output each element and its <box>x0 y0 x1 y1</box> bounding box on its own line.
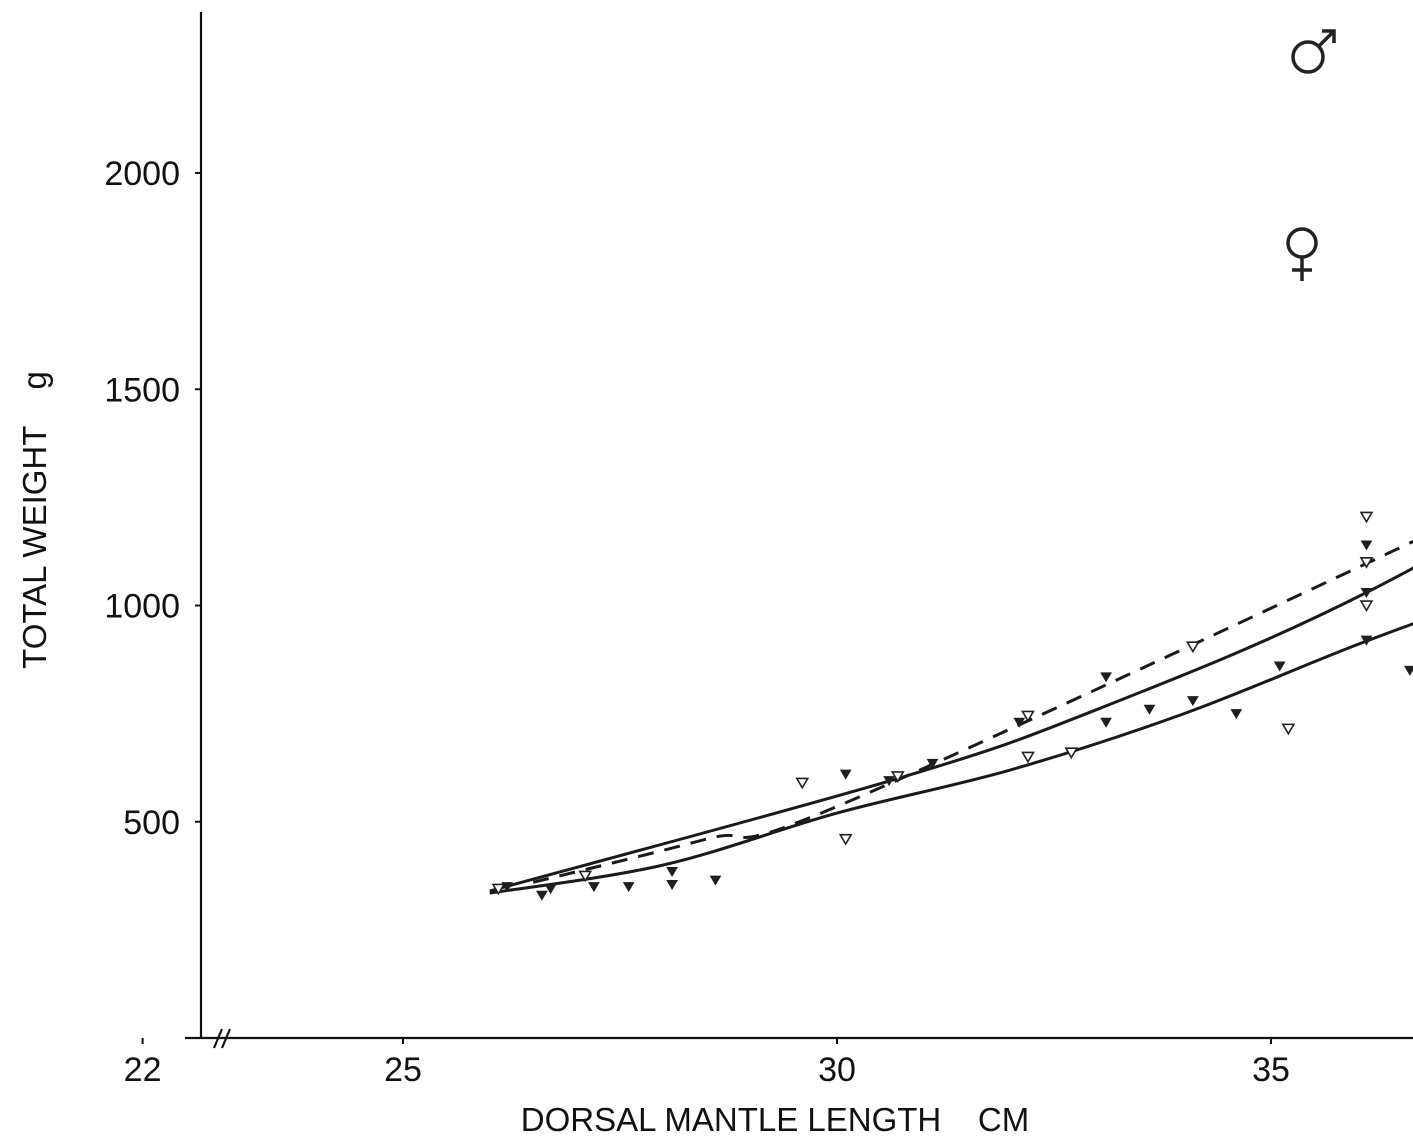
male-data-point <box>1064 747 1079 760</box>
y-tick-label: 500 <box>123 804 180 842</box>
male-data-point <box>1281 723 1296 736</box>
male-data-point <box>838 833 853 846</box>
female-data-point <box>1013 717 1026 728</box>
female-data-point <box>501 882 514 893</box>
axis-break-mark <box>220 1028 232 1049</box>
female-data-point <box>1230 709 1243 720</box>
female-data-point <box>709 875 722 886</box>
female-data-point <box>1404 665 1413 676</box>
female-data-point <box>536 890 548 901</box>
female-data-point <box>1100 717 1112 728</box>
fit-curve-male-solid <box>489 566 1413 893</box>
male-data-point <box>890 771 905 783</box>
x-tick-label: 25 <box>384 1051 422 1089</box>
male-data-point <box>1021 710 1035 723</box>
y-tick-label: 2000 <box>104 155 180 193</box>
male-data-point <box>1359 600 1374 613</box>
x-ticks: 222530354045 <box>124 1038 1290 1089</box>
female-data-point <box>1100 672 1112 683</box>
female-data-point <box>666 879 678 890</box>
female-data-point <box>622 882 635 893</box>
fit-curve-female-solid <box>489 622 1413 895</box>
female-data-point <box>883 776 895 787</box>
female-data-point <box>926 758 939 769</box>
female-data-point <box>544 884 557 895</box>
x-tick-label: 30 <box>818 1051 856 1089</box>
female-data-point <box>1360 540 1373 551</box>
male-data-point <box>1021 751 1035 764</box>
y-tick-label: 1000 <box>104 588 180 626</box>
x-tick-label: 35 <box>1252 1051 1290 1089</box>
y-tick-label: 1500 <box>104 371 180 409</box>
female-data-point <box>666 866 678 877</box>
fit-curve-male-dashed <box>532 539 1413 884</box>
female-data-point <box>1273 661 1286 672</box>
male-data-point <box>795 777 810 790</box>
female-data-point <box>1187 696 1199 707</box>
male-symbol <box>1291 29 1336 74</box>
female-data-point <box>588 882 600 893</box>
male-data-point <box>491 883 506 896</box>
sex-symbols <box>1286 29 1336 281</box>
female-symbol <box>1286 227 1318 281</box>
x-axis-label: DORSAL MANTLE LENGTH CM <box>521 1101 1030 1138</box>
x-tick-label: 22 <box>124 1051 162 1089</box>
male-data-point <box>1359 557 1374 569</box>
female-data-point <box>1143 704 1156 715</box>
y-axis-label: TOTAL WEIGHT g <box>16 371 53 669</box>
x-axis-break <box>212 1028 232 1049</box>
axis-break-mark <box>212 1028 224 1049</box>
y-ticks: 500 1000 1500 2000 <box>104 155 201 842</box>
male-data-point <box>1185 641 1200 654</box>
female-data-point <box>1360 635 1373 646</box>
female-data-point <box>839 769 852 780</box>
male-data-point <box>1359 511 1374 524</box>
male-data-point <box>578 870 593 883</box>
data-points <box>491 511 1413 901</box>
female-data-point <box>1360 588 1373 599</box>
fit-curves <box>489 539 1413 895</box>
